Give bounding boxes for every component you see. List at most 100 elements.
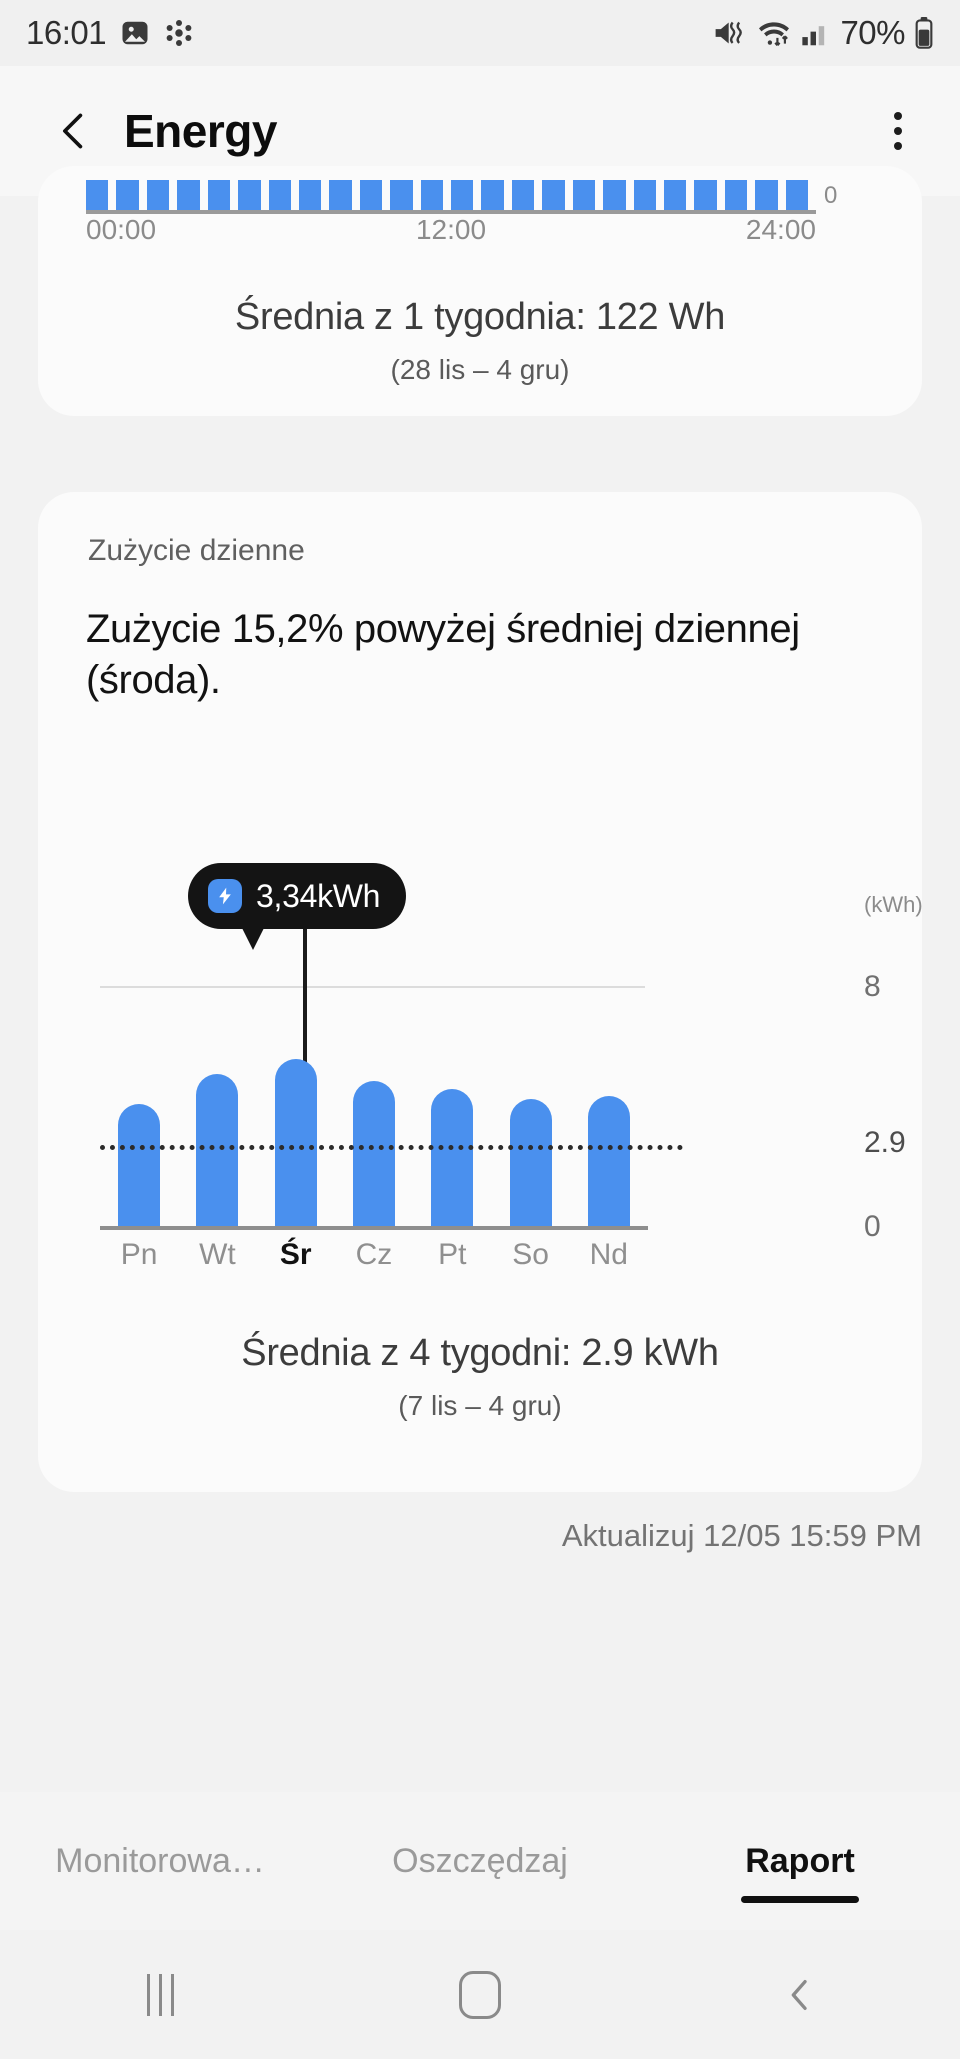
bar-column <box>491 896 569 1226</box>
page-title: Energy <box>124 105 277 157</box>
wifi-icon <box>756 18 792 48</box>
hourly-bar <box>755 180 778 210</box>
hourly-bar <box>177 180 200 210</box>
smartthings-hub-icon <box>164 18 194 48</box>
hourly-bar <box>664 180 687 210</box>
y-axis-unit: (kWh) <box>864 892 923 917</box>
x-label-wt[interactable]: Wt <box>199 1238 236 1271</box>
more-options-icon[interactable] <box>888 106 908 156</box>
bar-pn[interactable] <box>118 1104 161 1226</box>
x-label-pn[interactable]: Pn <box>120 1238 158 1271</box>
battery-icon <box>914 17 934 49</box>
daily-headline: Zużycie 15,2% powyżej średniej dziennej … <box>86 607 800 703</box>
tab-monitorowanie[interactable]: Monitorowa… <box>0 1842 320 1881</box>
gridline-top <box>100 986 645 988</box>
hourly-bar <box>785 180 809 210</box>
hourly-usage-chart[interactable] <box>86 166 816 216</box>
x-label-pt[interactable]: Pt <box>438 1238 467 1271</box>
back-chevron-icon[interactable] <box>52 109 96 153</box>
weekly-average-text: Średnia z 1 tygodnia: 122 Wh <box>234 296 726 338</box>
weekly-summary-card: 0 00:00 12:00 24:00 Średnia z 1 tygodnia… <box>38 166 922 416</box>
hourly-x-tick: 12:00 <box>415 214 487 245</box>
hourly-bar <box>724 180 748 210</box>
tab-raport[interactable]: Raport <box>640 1841 960 1903</box>
daily-bars <box>100 896 648 1226</box>
tab-label: Raport <box>745 1841 855 1880</box>
y-axis-zero-label: 0 <box>864 1210 881 1243</box>
hourly-bar <box>329 180 352 210</box>
back-icon[interactable] <box>640 1975 960 2015</box>
scroll-content[interactable]: 0 00:00 12:00 24:00 Średnia z 1 tygodnia… <box>0 166 960 1792</box>
bar-column <box>335 896 413 1226</box>
hourly-x-tick: 24:00 <box>745 214 816 245</box>
tab-label: Monitorowa… <box>55 1841 265 1880</box>
hourly-bar <box>481 180 504 210</box>
recents-icon[interactable] <box>0 1973 320 2016</box>
tab-label: Oszczędzaj <box>392 1841 568 1880</box>
hourly-bar <box>268 180 291 210</box>
weekly-average-range: (28 lis – 4 gru) <box>390 354 570 385</box>
x-label-so[interactable]: So <box>512 1238 549 1271</box>
bar-wt[interactable] <box>196 1074 239 1226</box>
bar-pt[interactable] <box>431 1089 474 1226</box>
hourly-bar <box>238 180 261 210</box>
status-bar: 16:01 <box>0 0 960 66</box>
bar-column <box>413 896 491 1226</box>
hourly-bar <box>451 180 474 210</box>
lightning-bolt-icon <box>208 879 242 913</box>
mute-vibrate-icon <box>713 18 747 48</box>
hourly-x-axis: 00:00 12:00 24:00 <box>86 214 816 246</box>
battery-percent-label: 70% <box>840 14 905 51</box>
bar-column <box>100 896 178 1226</box>
update-timestamp: Aktualizuj 12/05 15:59 PM <box>561 1518 922 1553</box>
bar-column <box>570 896 648 1226</box>
status-bar-left: 16:01 <box>26 14 194 52</box>
hourly-bar <box>298 180 322 210</box>
tab-oszczedzaj[interactable]: Oszczędzaj <box>320 1842 640 1881</box>
hourly-bar <box>633 180 657 210</box>
hourly-bar <box>694 180 717 210</box>
hourly-bar <box>146 180 170 210</box>
x-label-nd[interactable]: Nd <box>589 1238 628 1271</box>
hourly-bars <box>86 180 816 210</box>
android-navigation-bar <box>0 1930 960 2059</box>
home-icon[interactable] <box>320 1970 640 2019</box>
daily-x-axis: Pn Wt Śr Cz Pt So Nd <box>100 1238 648 1272</box>
y-axis-average-label: 2.9 <box>864 1126 906 1159</box>
hourly-bar <box>542 180 565 210</box>
bar-column <box>178 896 256 1226</box>
hourly-bar <box>420 180 444 210</box>
daily-usage-chart[interactable]: 3,34kWh Pn Wt <box>38 863 923 1292</box>
hourly-bar <box>603 180 626 210</box>
x-label-sr[interactable]: Śr <box>279 1238 312 1271</box>
bar-so[interactable] <box>509 1099 552 1226</box>
status-bar-clock: 16:01 <box>26 14 107 51</box>
bar-column <box>257 896 335 1226</box>
status-bar-right: 70% <box>713 14 934 52</box>
bar-cz[interactable] <box>352 1081 395 1226</box>
average-dotted-line <box>100 1145 683 1150</box>
bar-sr[interactable] <box>274 1059 317 1226</box>
x-label-cz[interactable]: Cz <box>355 1238 393 1271</box>
hourly-zero-label: 0 <box>824 182 838 209</box>
daily-usage-card: Zużycie dzienne Zużycie 15,2% powyżej śr… <box>38 492 923 1492</box>
daily-card-label: Zużycie dzienne <box>88 534 305 567</box>
gallery-icon <box>120 18 150 48</box>
hourly-x-tick: 00:00 <box>86 214 157 245</box>
daily-average-range: (7 lis – 4 gru) <box>398 1390 562 1421</box>
value-tooltip: 3,34kWh <box>188 863 407 929</box>
active-tab-indicator <box>741 1895 859 1903</box>
tooltip-leader-line <box>303 929 307 1145</box>
tooltip-stem <box>242 928 264 950</box>
signal-icon <box>801 18 831 48</box>
hourly-baseline <box>86 210 816 214</box>
daily-average-text: Średnia z 4 tygodni: 2.9 kWh <box>241 1332 719 1374</box>
bottom-tab-bar: Monitorowa… Oszczędzaj Raport <box>0 1792 960 1930</box>
tooltip-value: 3,34kWh <box>256 877 381 914</box>
bar-nd[interactable] <box>587 1096 630 1226</box>
hourly-bar <box>86 180 109 210</box>
chart-baseline <box>100 1226 648 1230</box>
hourly-bar <box>572 180 596 210</box>
hourly-bar <box>359 180 383 210</box>
